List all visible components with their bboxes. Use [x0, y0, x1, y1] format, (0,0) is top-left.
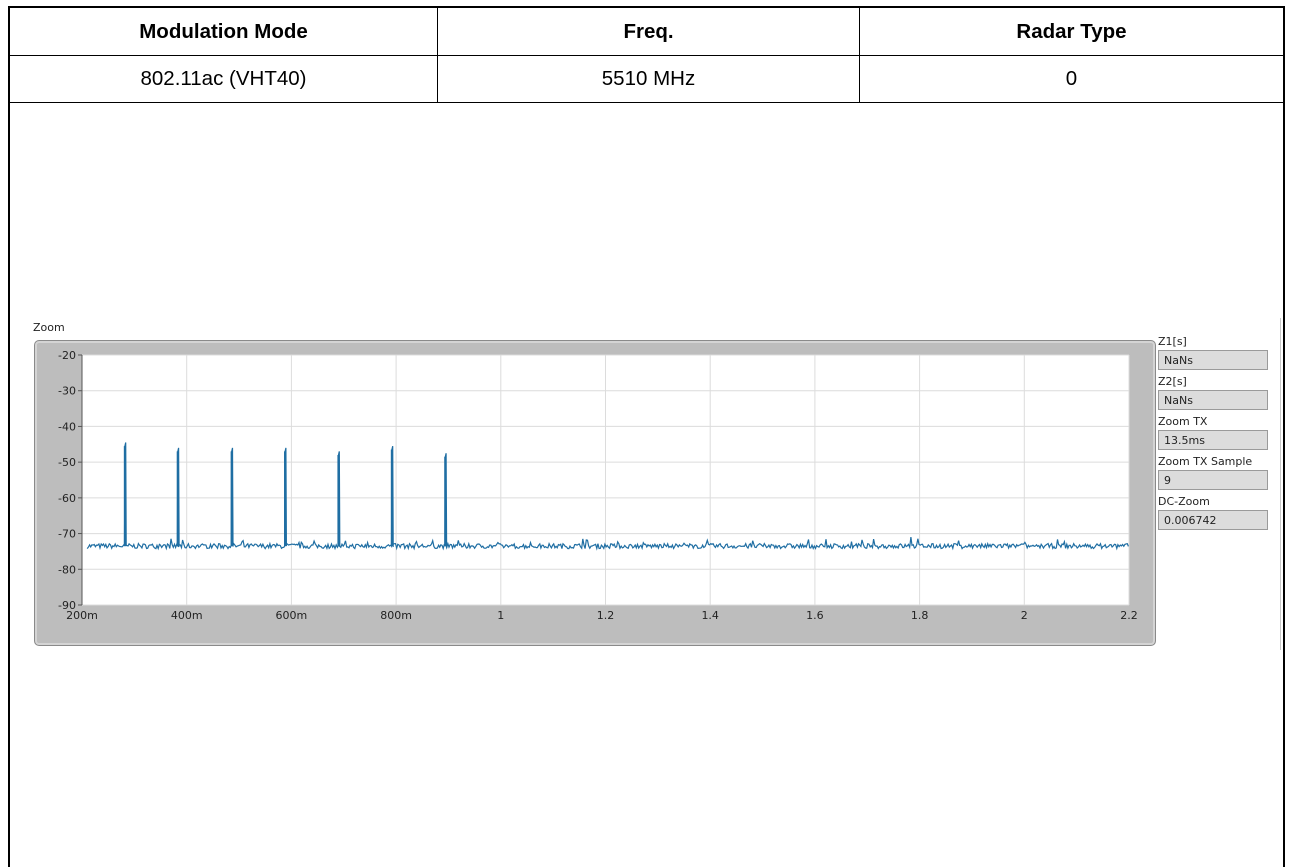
x-tick-label: 1: [497, 609, 504, 622]
signal-trace: [86, 442, 1129, 551]
z2-value: NaNs: [1158, 390, 1268, 410]
y-tick-label: -50: [58, 456, 76, 469]
y-tick-label: -60: [58, 492, 76, 505]
zoom-tx-sample-value: 9: [1158, 470, 1268, 490]
y-tick-label: -30: [58, 385, 76, 398]
y-tick-label: -40: [58, 420, 76, 433]
y-tick-label: -80: [58, 563, 76, 576]
x-tick-label: 2.2: [1120, 609, 1138, 622]
y-tick-label: -90: [58, 599, 76, 612]
indicator-panel: Z1[s] NaNs Z2[s] NaNs Zoom TX 13.5ms Zoo…: [1158, 334, 1273, 534]
y-tick-label: -20: [58, 349, 76, 362]
report-page: Modulation Mode Freq. Radar Type 802.11a…: [8, 6, 1285, 867]
table-header-row: Modulation Mode Freq. Radar Type: [10, 8, 1283, 56]
x-tick-label: 1.8: [911, 609, 929, 622]
cell-modulation-mode: 802.11ac (VHT40): [10, 55, 438, 103]
x-tick-label: 200m: [66, 609, 98, 622]
x-tick-label: 1.4: [701, 609, 719, 622]
x-tick-label: 2: [1021, 609, 1028, 622]
z1-value: NaNs: [1158, 350, 1268, 370]
header-modulation-mode: Modulation Mode: [10, 8, 438, 56]
z2-label: Z2[s]: [1158, 375, 1187, 388]
x-tick-label: 1.6: [806, 609, 824, 622]
z1-label: Z1[s]: [1158, 335, 1187, 348]
zoom-tx-label: Zoom TX: [1158, 415, 1208, 428]
header-radar-type: Radar Type: [859, 8, 1283, 56]
graph-title: Zoom: [33, 321, 65, 334]
x-tick-label: 1.2: [597, 609, 615, 622]
dc-zoom-label: DC-Zoom: [1158, 495, 1210, 508]
test-info-table: Modulation Mode Freq. Radar Type 802.11a…: [10, 8, 1283, 103]
zoom-tx-value: 13.5ms: [1158, 430, 1268, 450]
cell-radar-type: 0: [859, 55, 1283, 103]
y-tick-label: -70: [58, 528, 76, 541]
dc-zoom-value: 0.006742: [1158, 510, 1268, 530]
zoom-tx-sample-label: Zoom TX Sample: [1158, 455, 1253, 468]
table-row: 802.11ac (VHT40) 5510 MHz 0: [10, 55, 1283, 103]
x-tick-label: 400m: [171, 609, 203, 622]
cell-freq: 5510 MHz: [437, 55, 860, 103]
x-tick-label: 600m: [276, 609, 308, 622]
x-tick-label: 800m: [380, 609, 412, 622]
panel-divider: [1280, 318, 1281, 650]
header-freq: Freq.: [437, 8, 860, 56]
